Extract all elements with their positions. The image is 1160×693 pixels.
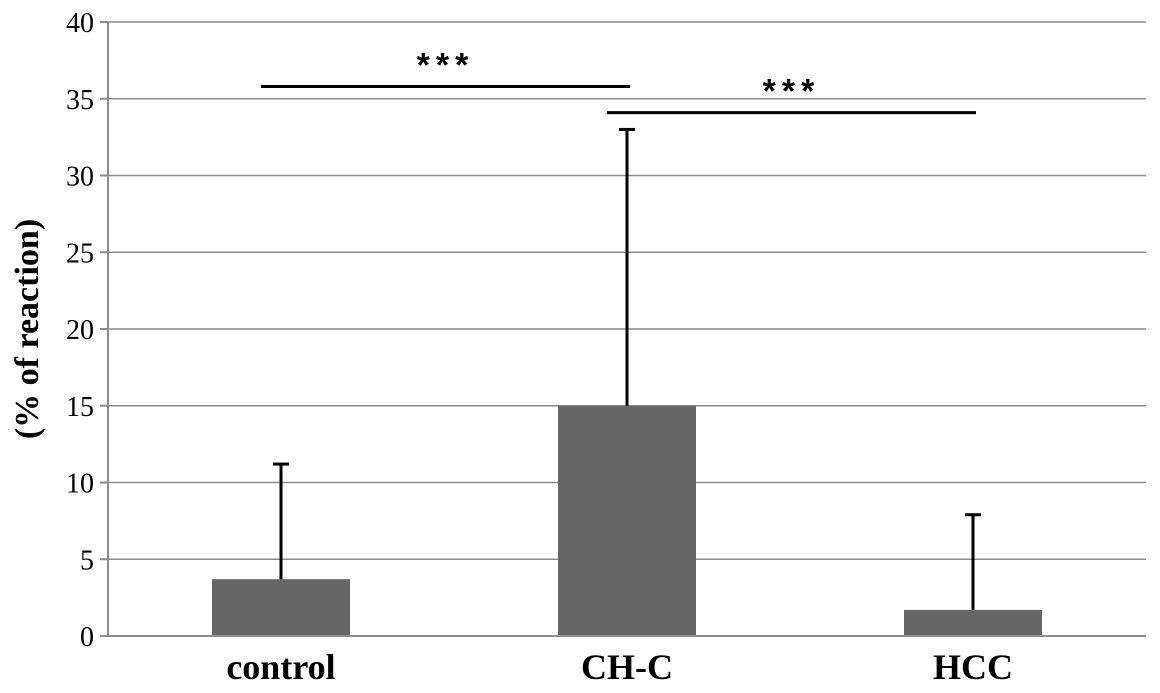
x-category-label: control — [226, 647, 335, 687]
significance-label: *** — [763, 73, 821, 111]
significance-label: *** — [417, 46, 475, 84]
y-tick-label: 40 — [66, 8, 94, 39]
x-category-label: HCC — [933, 647, 1013, 687]
y-tick-label: 20 — [66, 315, 94, 346]
y-tick-label: 15 — [66, 392, 94, 423]
y-tick-label: 25 — [66, 238, 94, 269]
axes — [100, 21, 1146, 637]
y-tick-labels: 0 5 10 15 20 25 30 35 40 — [66, 8, 94, 653]
y-tick-label: 35 — [66, 85, 94, 116]
bars — [212, 405, 1042, 636]
bar — [904, 609, 1042, 636]
x-category-label: CH-C — [581, 647, 673, 687]
bar — [558, 405, 696, 636]
y-tick-label: 10 — [66, 469, 94, 500]
y-axis-label: (% of reaction) — [9, 219, 46, 439]
y-tick-label: 0 — [80, 622, 94, 653]
y-tick-label: 5 — [80, 545, 94, 576]
y-tick-label: 30 — [66, 162, 94, 193]
x-category-labels: control CH-C HCC — [226, 647, 1013, 687]
bar — [212, 579, 350, 636]
error-bars — [273, 127, 981, 610]
significance-brackets: *** *** — [261, 46, 976, 115]
